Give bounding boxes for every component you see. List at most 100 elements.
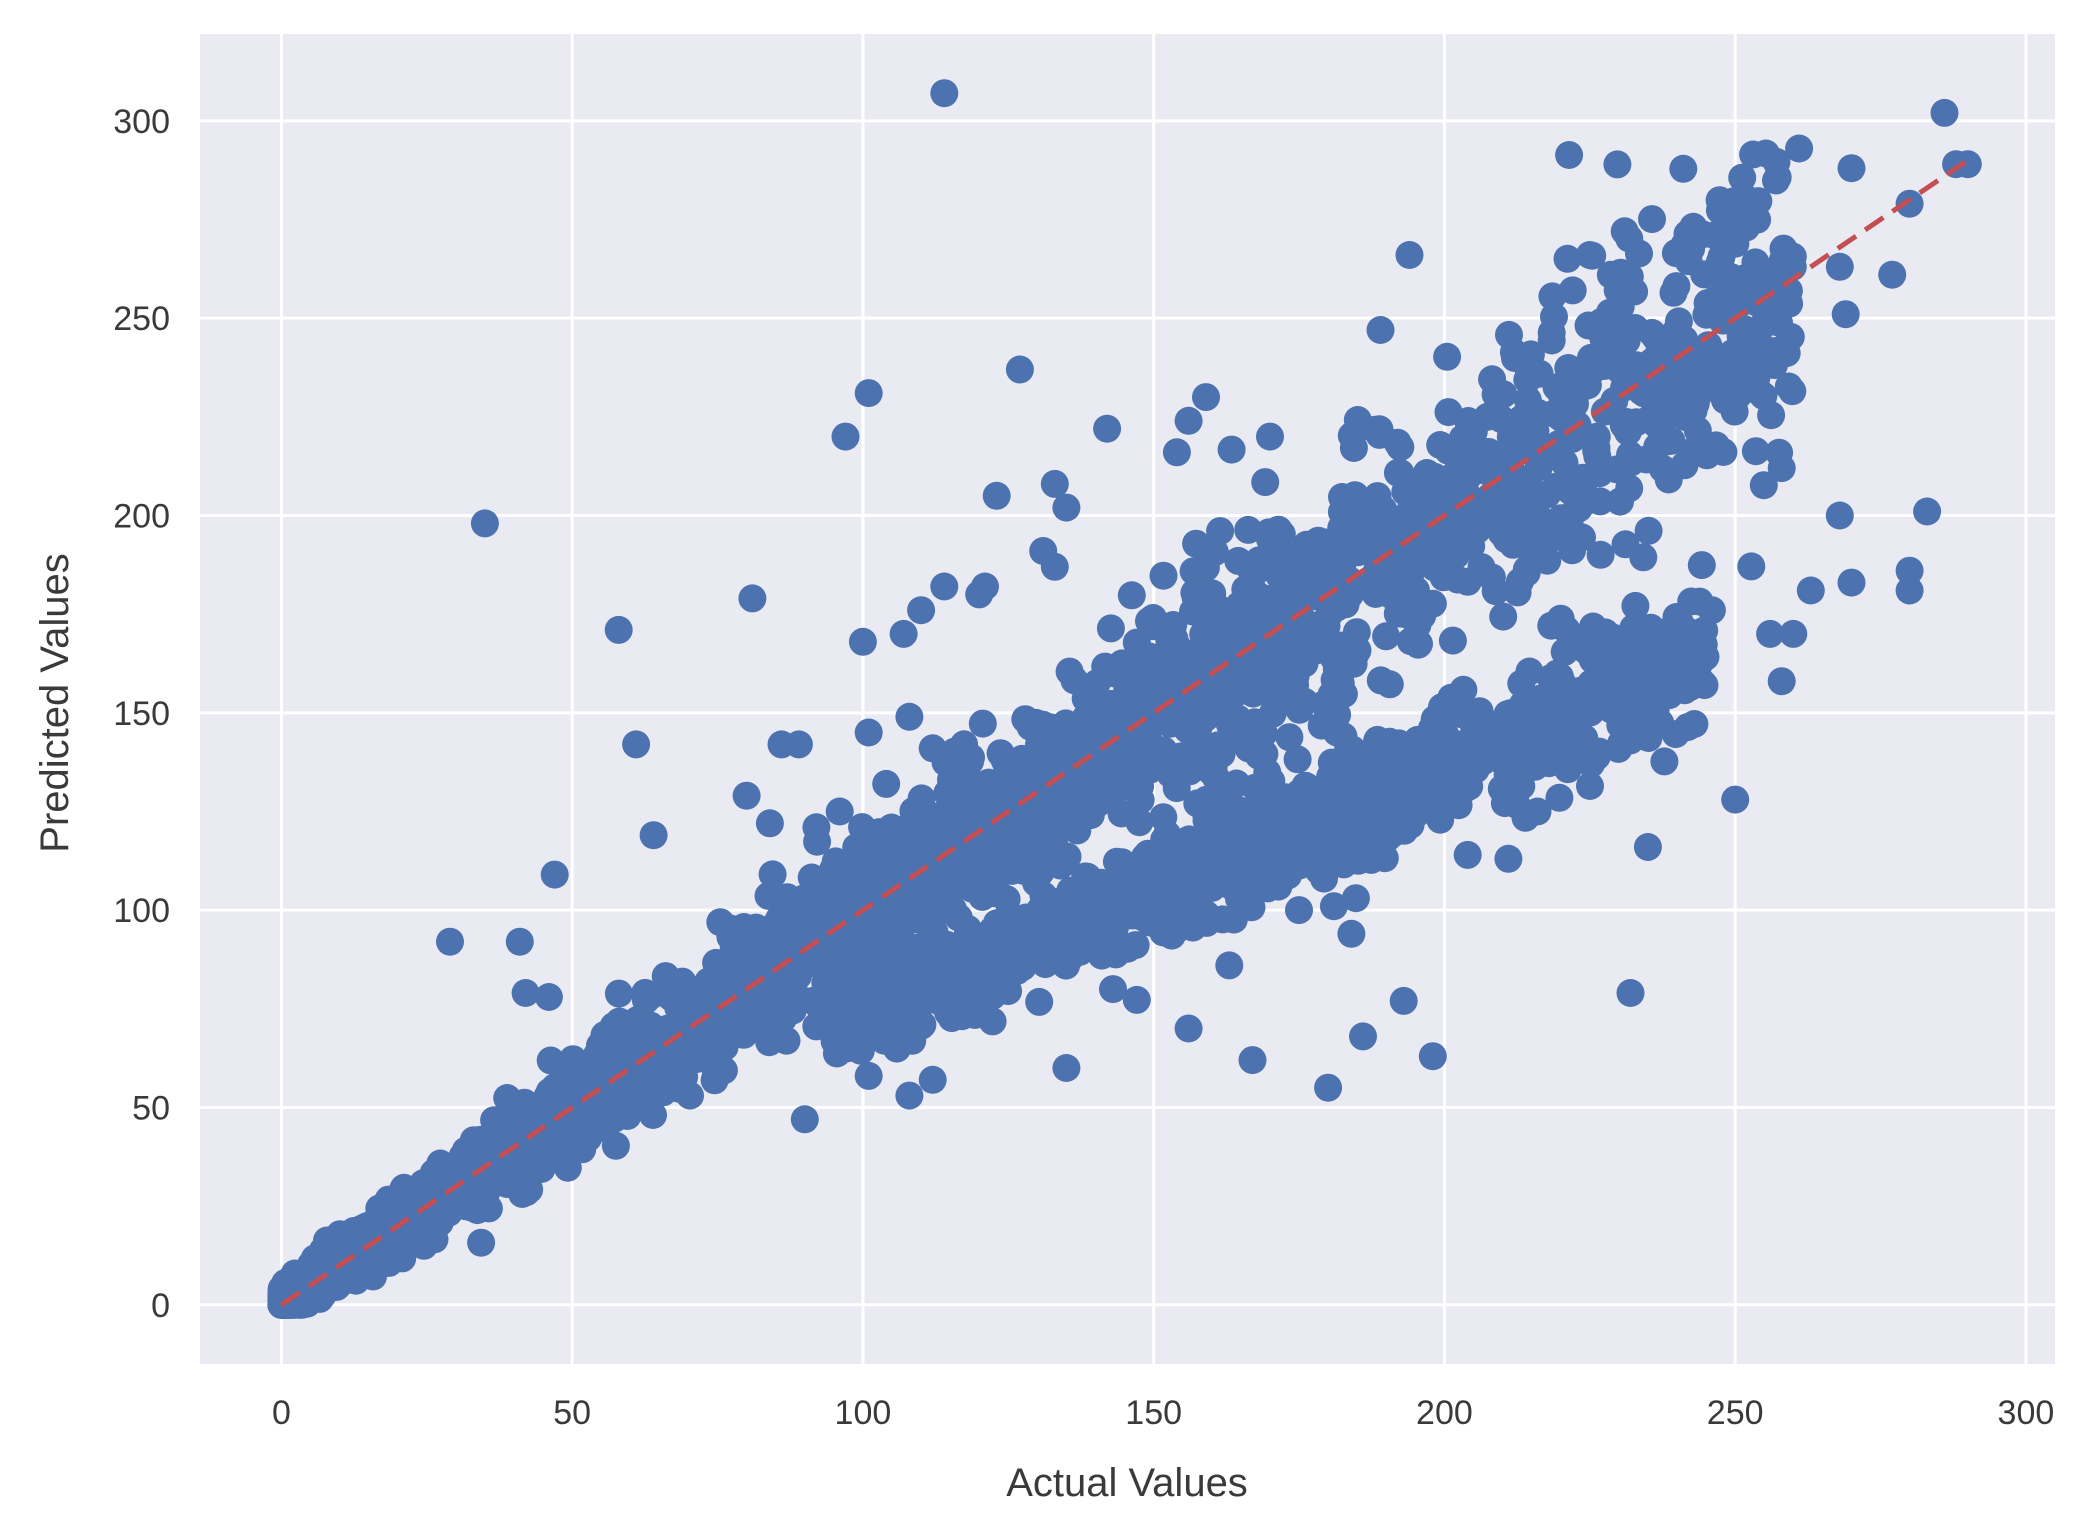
scatter-point: [1621, 591, 1650, 620]
scatter-point: [1320, 666, 1349, 694]
scatter-point: [534, 983, 563, 1011]
scatter-point: [1670, 666, 1699, 694]
scatter-point: [1564, 356, 1592, 385]
scatter-point: [604, 615, 633, 644]
scatter-point: [1711, 386, 1739, 415]
scatter-point: [1309, 528, 1338, 557]
scatter-point: [1365, 796, 1394, 825]
scatter-point: [773, 883, 802, 912]
scatter-point: [1254, 773, 1283, 802]
scatter-point: [1265, 561, 1294, 590]
scatter-point: [1493, 700, 1522, 729]
scatter-point: [738, 584, 767, 613]
scatter-point: [671, 980, 700, 1009]
scatter-point: [1687, 551, 1716, 580]
scatter-point: [1418, 589, 1447, 618]
scatter-point: [1198, 832, 1227, 861]
x-tick-label: 0: [272, 1394, 291, 1432]
scatter-point: [1721, 785, 1750, 814]
scatter-point: [1538, 282, 1567, 311]
scatter-point: [1669, 154, 1698, 183]
scatter-point: [1153, 677, 1182, 706]
scatter-point: [1331, 590, 1360, 619]
scatter-point: [1188, 678, 1217, 707]
scatter-point: [1582, 434, 1611, 462]
x-tick-label: 200: [1416, 1394, 1473, 1432]
scatter-point: [1026, 722, 1055, 750]
scatter-point: [1055, 657, 1084, 686]
scatter-point: [1418, 1042, 1447, 1071]
scatter-point: [1114, 883, 1143, 912]
scatter-point: [1440, 532, 1469, 561]
scatter-point: [1149, 736, 1178, 765]
scatter-point: [949, 856, 978, 885]
scatter-point: [1369, 495, 1398, 524]
scatter-point: [1726, 211, 1755, 240]
scatter-point: [1487, 774, 1516, 803]
scatter-point: [1434, 436, 1463, 465]
scatter-point: [470, 509, 499, 538]
scatter-point: [991, 762, 1020, 791]
scatter-point: [1093, 414, 1122, 443]
scatter-point: [1376, 575, 1405, 604]
scatter-point: [1499, 338, 1528, 367]
scatter-point: [831, 422, 860, 451]
scatter-point: [1005, 355, 1034, 384]
scatter-point: [1692, 300, 1721, 329]
scatter-point: [1265, 619, 1294, 648]
scatter-point: [968, 709, 997, 738]
scatter-point: [1610, 217, 1639, 246]
scatter-point: [755, 809, 784, 838]
scatter-point: [1779, 619, 1808, 648]
x-axis-label: Actual Values: [1006, 1461, 1248, 1505]
scatter-point: [1609, 411, 1638, 440]
scatter-point: [1586, 540, 1615, 569]
scatter-point: [639, 1101, 667, 1129]
scatter-point: [937, 984, 966, 1013]
scatter-point: [1643, 432, 1672, 461]
scatter-point: [513, 1103, 542, 1132]
scatter-point: [1093, 925, 1122, 954]
scatter-point: [1349, 1022, 1377, 1051]
scatter-point: [1263, 652, 1292, 681]
scatter-point: [1553, 244, 1582, 273]
scatter-point: [596, 1042, 625, 1071]
scatter-point: [1366, 316, 1395, 344]
y-tick-label: 250: [113, 300, 170, 338]
scatter-point: [1149, 859, 1178, 888]
scatter-point: [1678, 350, 1707, 378]
scatter-point: [1705, 196, 1734, 225]
scatter-point: [977, 937, 1005, 966]
scatter-point: [930, 79, 959, 108]
scatter-point: [1217, 435, 1246, 464]
scatter-point: [790, 1105, 819, 1134]
scatter-point: [1040, 469, 1069, 498]
scatter-point: [1681, 389, 1710, 418]
grid-x: [279, 34, 2028, 1364]
scatter-point: [1767, 667, 1796, 696]
scatter-point: [1461, 497, 1490, 526]
scatter-point: [1052, 1054, 1081, 1082]
scatter-point: [1930, 98, 1959, 127]
scatter-point: [1837, 154, 1866, 183]
scatter-point: [601, 1131, 630, 1160]
scatter-point: [1739, 332, 1768, 361]
scatter-point: [854, 718, 883, 747]
y-tick-label: 150: [113, 695, 170, 733]
scatter-point: [1837, 568, 1866, 597]
scatter-point: [895, 702, 924, 731]
scatter-point: [1762, 166, 1790, 195]
scatter-points: [267, 79, 1982, 1319]
scatter-point: [1290, 781, 1319, 810]
scatter-point: [1616, 440, 1644, 469]
scatter-point: [1661, 318, 1690, 346]
scatter-point: [1778, 377, 1807, 406]
scatter-point: [1156, 709, 1184, 738]
scatter-point: [1465, 697, 1494, 726]
scatter-point: [1031, 928, 1060, 957]
scatter-point: [1825, 501, 1854, 530]
scatter-point: [1540, 508, 1569, 537]
scatter-point: [782, 908, 811, 937]
scatter-point: [1366, 666, 1395, 695]
